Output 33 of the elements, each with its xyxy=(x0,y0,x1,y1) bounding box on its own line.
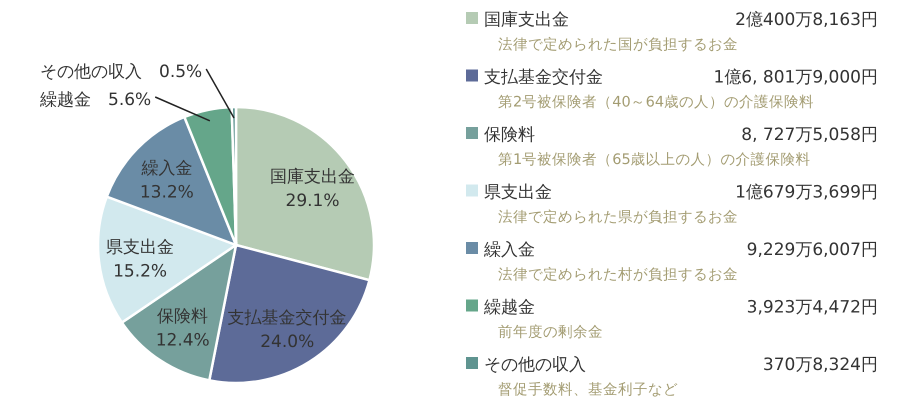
data-label: 12.4% xyxy=(156,330,210,351)
category-label: 繰越金 5.6% xyxy=(40,90,152,110)
text: 9,229万6,007円 xyxy=(746,240,878,260)
data-label: 29.1% xyxy=(286,191,340,212)
text: 法律で定められた村が負担するお金 xyxy=(498,267,738,283)
text: 3,923万4,472円 xyxy=(746,298,878,318)
legend-label: 繰入金 xyxy=(483,240,535,260)
data-label: 13.2% xyxy=(140,182,194,203)
text: 第1号被保険者（65歳以上の人）の介護保険料 xyxy=(498,152,811,168)
data-label: 24.0% xyxy=(260,332,314,352)
text: 8, 727万5,058円 xyxy=(741,125,878,145)
text: 前年度の剰余金 xyxy=(498,324,603,340)
legend-label: その他の収入 xyxy=(484,355,586,375)
legend-label: 支払基金交付金 xyxy=(484,68,603,88)
slice-label: 国庫支出金 xyxy=(270,167,356,188)
legend-label: 県支出金 xyxy=(484,182,552,202)
text: 370万8,324円 xyxy=(762,355,878,375)
slice-label: 県支出金 xyxy=(106,238,174,258)
legend-label: 国庫支出金 xyxy=(484,10,569,30)
text: 法律で定められた国が負担するお金 xyxy=(498,37,738,53)
text: 1億6, 801万9,000円 xyxy=(713,68,878,88)
slice-label: 繰入金 xyxy=(140,158,192,179)
category-label: その他の収入 0.5% xyxy=(40,62,202,82)
text: 督促手数料、基金利子など xyxy=(498,382,678,398)
text: 1億679万3,699円 xyxy=(735,182,878,202)
legend-label: 保険料 xyxy=(484,125,535,145)
slice-label: 保険料 xyxy=(157,306,208,327)
data-label: 15.2% xyxy=(113,262,168,282)
legend-label: 繰越金 xyxy=(483,298,535,318)
text: 法律で定められた県が負担するお金 xyxy=(498,210,738,226)
text: 2億400万8,163円 xyxy=(735,10,878,30)
slice-label: 支払基金交付金 xyxy=(228,308,347,328)
text: 第2号被保険者（40～64歳の人）の介護保険料 xyxy=(498,94,814,110)
